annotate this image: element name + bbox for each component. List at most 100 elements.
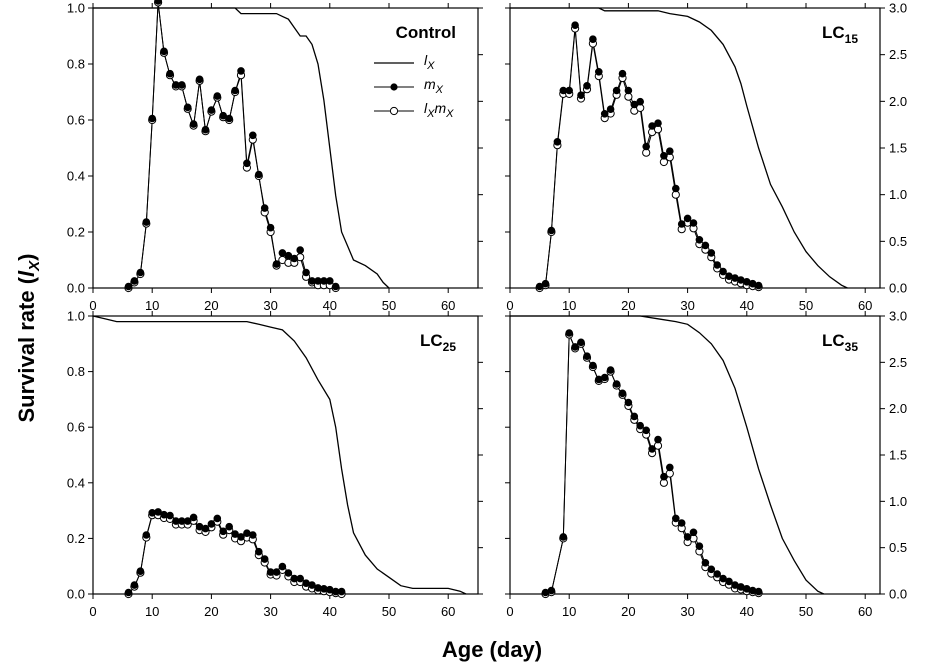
mx-point <box>612 380 621 388</box>
y-right-tick-label: 0.5 <box>889 540 907 555</box>
legend-label-var: m <box>424 76 436 92</box>
mx-point <box>142 218 151 226</box>
y-axis-title-var: l <box>14 270 39 277</box>
y-left-tick-label: 0.2 <box>67 531 85 546</box>
y-left-tick-label: 0.8 <box>67 364 85 379</box>
y-left-tick-label: 0.8 <box>67 57 85 72</box>
mx-point <box>237 533 245 541</box>
mx-point <box>249 531 257 539</box>
panel-label-subscript: 25 <box>443 340 457 354</box>
panel-lc35: 0 10 20 30 40 50 60 0.0 0.5 1.0 1.5 2.0 2.5 3.0 LC35 <box>505 309 907 619</box>
mx-point <box>701 558 710 567</box>
mx-point <box>136 567 145 575</box>
mx-point <box>630 412 639 421</box>
y-left-tick-label: 0.4 <box>67 475 85 490</box>
y-left-tick-label: 0.2 <box>67 225 85 240</box>
legend-label-sub: X <box>426 108 435 120</box>
y-axis-title: Survival rate (lX) <box>14 254 43 423</box>
x-tick-label: 10 <box>145 604 159 619</box>
legend-label-var: l <box>424 100 428 116</box>
mx-point <box>677 519 686 527</box>
mx-point <box>136 268 145 277</box>
mx-point <box>213 514 222 523</box>
panel-label: LC25 <box>420 331 456 354</box>
x-tick-label: 10 <box>562 298 576 313</box>
mx-point <box>547 586 556 595</box>
mx-point <box>148 114 157 123</box>
mx-point <box>671 184 680 193</box>
x-tick-label: 30 <box>680 604 694 619</box>
legend-swatch-filled-circle <box>390 83 398 91</box>
y-right-tick-label: 2.5 <box>889 355 907 370</box>
panel-frame <box>92 315 479 595</box>
y-right-tick-label: 2.0 <box>889 94 907 109</box>
x-tick-label: 20 <box>621 298 635 313</box>
x-tick-label: 30 <box>263 298 277 313</box>
mx-point <box>201 125 210 134</box>
mx-point <box>178 81 186 89</box>
mx-point <box>254 547 263 556</box>
mx-point <box>683 533 692 541</box>
y-right-tick-label: 1.0 <box>889 494 907 509</box>
mx-point <box>325 277 334 285</box>
x-tick-label: 60 <box>441 298 455 313</box>
mx-point <box>296 574 305 583</box>
y-right-tick-label: 1.0 <box>889 187 907 202</box>
x-tick-label: 10 <box>562 604 576 619</box>
mx-point <box>606 366 615 374</box>
legend-label-sub: X <box>435 84 444 96</box>
y-axis-title-sub: X <box>26 260 43 272</box>
mx-point <box>189 513 198 522</box>
panel-control: 0 10 20 30 40 50 60 0.0 0.2 0.4 0.6 0.8 1.0 Control <box>67 0 483 313</box>
mx-point <box>124 282 133 291</box>
mx-point <box>219 111 228 120</box>
mx-point <box>160 47 168 56</box>
mx-point <box>683 214 692 223</box>
mx-point <box>565 329 573 337</box>
mx-point <box>331 282 340 291</box>
mx-point <box>207 106 216 114</box>
mx-point <box>600 373 609 382</box>
mx-point <box>207 520 216 528</box>
mx-point <box>260 555 269 563</box>
mx-point <box>701 241 710 250</box>
mx-point <box>612 86 621 95</box>
mx-point <box>571 343 579 351</box>
mx-point <box>272 568 281 576</box>
mx-point <box>713 261 721 269</box>
x-tick-label: 20 <box>204 604 218 619</box>
mx-point <box>547 226 556 235</box>
mx-point <box>594 68 603 76</box>
mx-point <box>583 352 591 361</box>
mx-point <box>337 587 346 596</box>
mx-point <box>266 223 275 232</box>
mx-point <box>254 170 263 179</box>
y-left-tick-label: 0.6 <box>67 420 85 435</box>
mx-point <box>183 103 192 112</box>
mx-series-line <box>128 2 337 289</box>
mx-point <box>243 159 251 168</box>
x-tick-label: 0 <box>506 298 513 313</box>
mx-point <box>553 138 562 146</box>
mx-point <box>124 588 133 597</box>
panel-label: LC15 <box>822 23 858 46</box>
mx-series-line <box>539 26 759 289</box>
legend-label-var: l <box>424 52 428 68</box>
mx-point <box>636 97 644 106</box>
lxmx-series-line <box>539 28 759 289</box>
lx-series-line <box>510 315 825 595</box>
panel-lc25: 0 10 20 30 40 50 60 0.0 0.2 0.4 0.6 0.8 1.0 LC25 <box>67 309 483 619</box>
mx-point <box>201 524 210 533</box>
x-tick-label: 50 <box>382 604 396 619</box>
x-tick-label: 30 <box>263 604 277 619</box>
mx-point <box>618 389 627 398</box>
x-tick-label: 0 <box>506 604 513 619</box>
mx-series-line <box>545 334 759 595</box>
mx-point <box>541 279 550 288</box>
x-tick-label: 60 <box>858 298 872 313</box>
x-tick-label: 10 <box>145 298 159 313</box>
mx-point <box>249 131 257 140</box>
mx-point <box>284 569 293 577</box>
